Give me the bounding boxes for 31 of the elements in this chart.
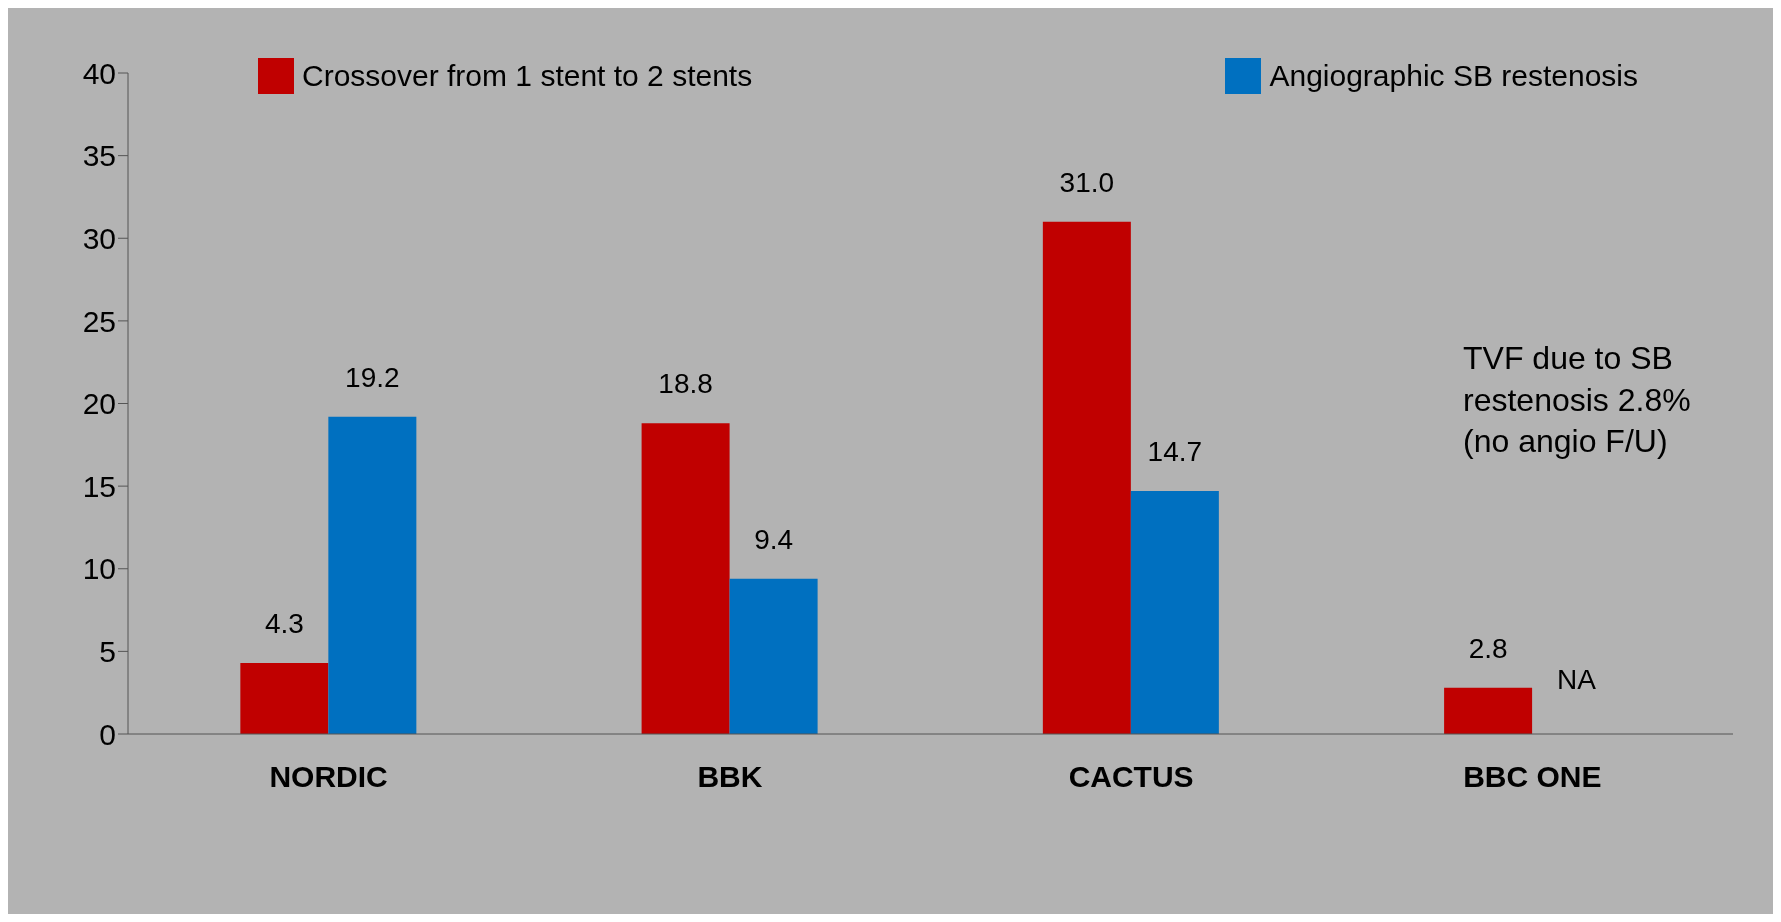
bar (1444, 687, 1533, 734)
bar (641, 423, 730, 734)
bar (1130, 491, 1219, 734)
y-tick-label: 35 (82, 139, 116, 173)
y-tick-label: 25 (82, 304, 116, 338)
bar (328, 416, 417, 734)
legend-label: Angiographic SB restenosis (1269, 59, 1638, 93)
data-label: 18.8 (658, 368, 713, 400)
y-tick-label: 20 (82, 387, 116, 421)
y-tick-label: 0 (99, 717, 116, 751)
data-label: 4.3 (264, 607, 304, 639)
y-tick-label: 10 (82, 552, 116, 586)
bar (1042, 221, 1131, 734)
text: NA (1557, 664, 1596, 695)
y-tick-label: 40 (82, 56, 116, 90)
bar (240, 662, 329, 734)
bar (729, 578, 818, 734)
x-tick-label: BBC ONE (1463, 760, 1602, 794)
y-tick-label: 15 (82, 469, 116, 503)
x-tick-label: BBK (697, 760, 763, 794)
data-label: 2.8 (1468, 632, 1508, 664)
y-tick-label: 30 (82, 221, 116, 255)
data-label: 19.2 (345, 361, 400, 393)
data-label: 9.4 (754, 523, 794, 555)
legend-label: Crossover from 1 stent to 2 stents (302, 59, 753, 93)
y-tick-label: 5 (99, 635, 116, 669)
data-label: 31.0 (1059, 166, 1115, 198)
annotation: TVF due to SB restenosis 2.8% (no angio F/U) (1463, 339, 1692, 462)
data-label: 14.7 (1147, 436, 1203, 468)
x-tick-label: CACTUS (1068, 760, 1194, 794)
x-tick-label: NORDIC (269, 760, 388, 794)
